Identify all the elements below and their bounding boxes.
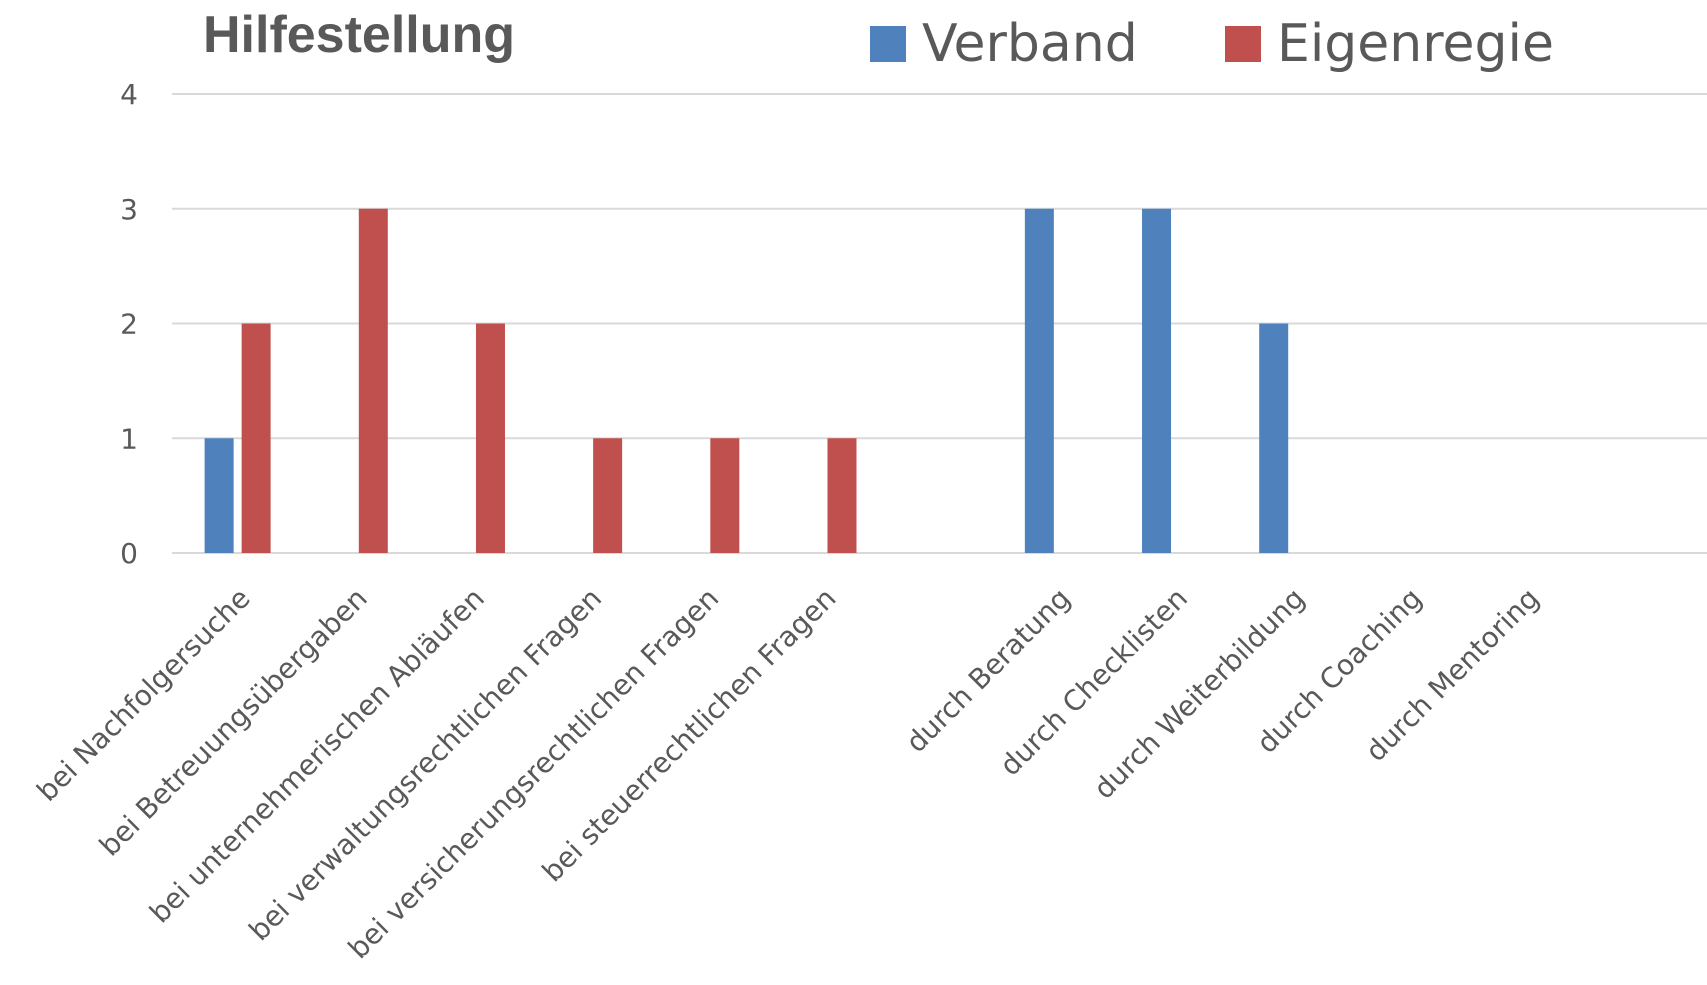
chart-title: Hilfestellung — [203, 6, 515, 64]
bars — [204, 208, 1289, 553]
legend-label: Verband — [922, 14, 1138, 74]
bar-verband-8 — [1142, 208, 1172, 553]
y-tick-label: 1 — [120, 422, 138, 455]
y-tick-label: 4 — [120, 78, 138, 111]
y-tick-label: 2 — [120, 308, 138, 341]
bar-eigenregie-1 — [358, 208, 388, 553]
legend-swatch — [1225, 26, 1261, 62]
bar-eigenregie-0 — [241, 323, 271, 553]
bar-verband-9 — [1259, 323, 1289, 553]
x-category-label: bei Nachfolgersuche — [30, 582, 256, 808]
bar-eigenregie-5 — [827, 438, 857, 553]
bar-eigenregie-3 — [593, 438, 623, 553]
bar-eigenregie-4 — [710, 438, 740, 553]
legend-label: Eigenregie — [1277, 14, 1554, 74]
y-tick-label: 0 — [120, 537, 138, 570]
legend-swatch — [870, 26, 906, 62]
gridlines — [172, 93, 1707, 554]
bar-verband-7 — [1024, 208, 1054, 553]
bar-verband-0 — [204, 438, 234, 553]
y-axis-ticks: 0 1 2 3 4 — [120, 78, 138, 570]
y-tick-label: 3 — [120, 193, 138, 226]
legend: Verband Eigenregie — [870, 14, 1554, 74]
x-category-label: durch Weiterbildung — [1087, 582, 1311, 806]
bar-eigenregie-2 — [475, 323, 505, 553]
